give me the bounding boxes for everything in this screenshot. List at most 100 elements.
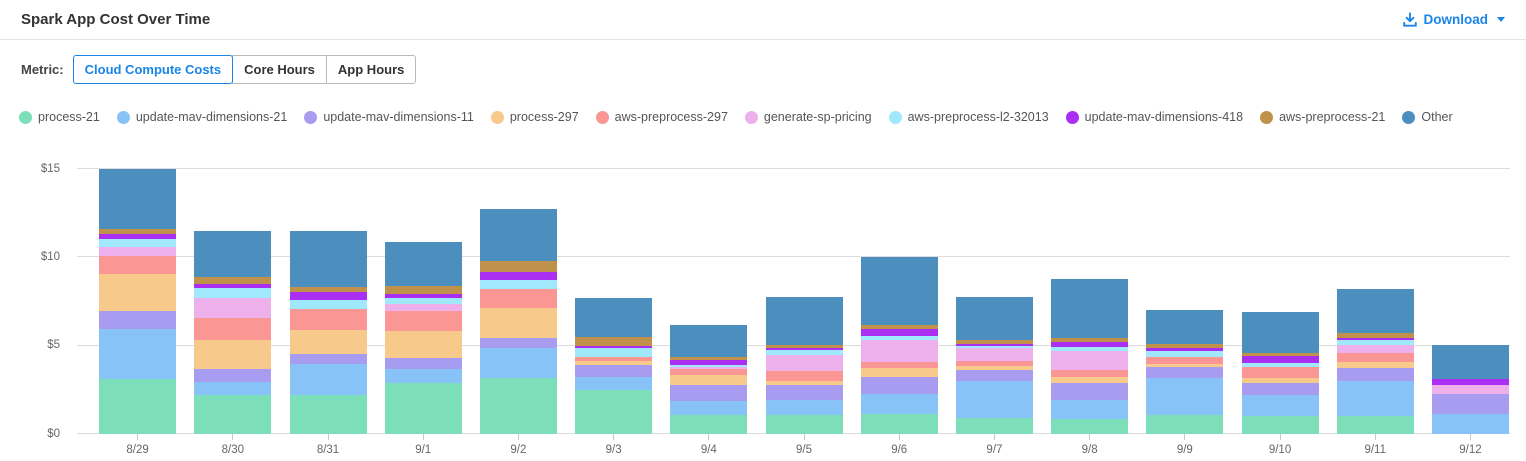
bar-segment[interactable] xyxy=(289,364,367,396)
bar-segment[interactable] xyxy=(289,308,367,330)
bar-segment[interactable] xyxy=(670,365,748,367)
bar-segment[interactable] xyxy=(479,260,557,272)
bar-segment[interactable] xyxy=(575,389,653,434)
bar-segment[interactable] xyxy=(1241,352,1319,357)
bar-segment[interactable] xyxy=(1336,352,1414,363)
legend-item[interactable]: Other xyxy=(1402,110,1453,124)
bar-segment[interactable] xyxy=(1051,418,1129,434)
legend-item[interactable]: aws-preprocess-21 xyxy=(1260,110,1385,124)
bar-segment[interactable] xyxy=(99,274,177,312)
bar-segment[interactable] xyxy=(955,366,1033,371)
download-button[interactable]: Download xyxy=(1402,12,1505,28)
bar-segment[interactable] xyxy=(384,330,462,359)
bar-segment[interactable] xyxy=(479,271,557,281)
bar-segment[interactable] xyxy=(479,348,557,379)
bar-segment[interactable] xyxy=(860,325,938,329)
bar-segment[interactable] xyxy=(955,418,1033,434)
metric-button-app-hours[interactable]: App Hours xyxy=(325,55,417,84)
bar-segment[interactable] xyxy=(1051,337,1129,343)
bar-segment[interactable] xyxy=(289,286,367,292)
bar-segment[interactable] xyxy=(479,378,557,434)
bar-segment[interactable] xyxy=(99,379,177,434)
bar-segment[interactable] xyxy=(670,325,748,358)
bar-segment[interactable] xyxy=(1146,364,1224,367)
bar-segment[interactable] xyxy=(1051,342,1129,348)
bar-segment[interactable] xyxy=(860,377,938,395)
bar-segment[interactable] xyxy=(99,234,177,239)
bar-segment[interactable] xyxy=(289,299,367,309)
bar-segment[interactable] xyxy=(670,368,748,375)
bar-segment[interactable] xyxy=(1336,337,1414,341)
bar-segment[interactable] xyxy=(479,208,557,261)
bar-segment[interactable] xyxy=(1241,416,1319,434)
bar-segment[interactable] xyxy=(1051,377,1129,383)
metric-button-core-hours[interactable]: Core Hours xyxy=(232,55,327,84)
bar-segment[interactable] xyxy=(1336,367,1414,382)
bar-segment[interactable] xyxy=(860,257,938,326)
bar-segment[interactable] xyxy=(479,307,557,338)
legend-item[interactable]: aws-preprocess-l2-32013 xyxy=(888,110,1049,124)
bar-segment[interactable] xyxy=(575,357,653,361)
bar-segment[interactable] xyxy=(99,229,177,235)
bar-segment[interactable] xyxy=(384,358,462,369)
bar-segment[interactable] xyxy=(479,289,557,308)
bar-segment[interactable] xyxy=(765,344,843,349)
metric-button-cloud-compute-costs[interactable]: Cloud Compute Costs xyxy=(72,55,234,84)
bar-segment[interactable] xyxy=(1431,385,1509,395)
bar-segment[interactable] xyxy=(575,298,653,337)
legend-item[interactable]: aws-preprocess-297 xyxy=(595,110,728,124)
bar-segment[interactable] xyxy=(955,348,1033,361)
bar-segment[interactable] xyxy=(1241,356,1319,363)
bar-segment[interactable] xyxy=(194,288,272,298)
bar-segment[interactable] xyxy=(99,238,177,247)
bar-segment[interactable] xyxy=(1146,351,1224,358)
bar-segment[interactable] xyxy=(1146,310,1224,344)
bar-segment[interactable] xyxy=(384,285,462,294)
bar-segment[interactable] xyxy=(670,359,748,366)
legend-item[interactable]: update-mav-dimensions-11 xyxy=(304,110,474,124)
legend-item[interactable]: process-297 xyxy=(490,110,579,124)
bar-segment[interactable] xyxy=(194,283,272,289)
bar-segment[interactable] xyxy=(670,366,748,369)
bar-segment[interactable] xyxy=(1431,379,1509,386)
bar-segment[interactable] xyxy=(384,382,462,434)
bar-segment[interactable] xyxy=(289,353,367,365)
bar-segment[interactable] xyxy=(1336,416,1414,434)
bar-segment[interactable] xyxy=(955,340,1033,344)
legend-item[interactable]: update-mav-dimensions-21 xyxy=(116,110,287,124)
bar-segment[interactable] xyxy=(289,329,367,354)
bar-segment[interactable] xyxy=(1431,413,1509,434)
bar-segment[interactable] xyxy=(765,297,843,345)
bar-segment[interactable] xyxy=(1051,382,1129,400)
bar-segment[interactable] xyxy=(99,246,177,256)
bar-segment[interactable] xyxy=(1051,347,1129,351)
bar-segment[interactable] xyxy=(765,371,843,382)
bar-segment[interactable] xyxy=(289,291,367,300)
bar-segment[interactable] xyxy=(289,395,367,434)
bar-segment[interactable] xyxy=(1431,344,1509,380)
bar-segment[interactable] xyxy=(955,381,1033,419)
bar-segment[interactable] xyxy=(384,304,462,312)
bar-segment[interactable] xyxy=(1146,378,1224,415)
bar-segment[interactable] xyxy=(479,337,557,349)
bar-segment[interactable] xyxy=(955,297,1033,341)
bar-segment[interactable] xyxy=(575,376,653,390)
bar-segment[interactable] xyxy=(765,348,843,351)
bar-segment[interactable] xyxy=(765,385,843,400)
bar-segment[interactable] xyxy=(955,343,1033,346)
bar-segment[interactable] xyxy=(1051,351,1129,370)
bar-segment[interactable] xyxy=(670,385,748,402)
bar-segment[interactable] xyxy=(670,374,748,386)
bar-segment[interactable] xyxy=(575,365,653,377)
bar-segment[interactable] xyxy=(765,414,843,434)
bar-segment[interactable] xyxy=(860,367,938,378)
bar-segment[interactable] xyxy=(765,381,843,386)
bar-segment[interactable] xyxy=(670,401,748,416)
bar-segment[interactable] xyxy=(765,399,843,415)
bar-segment[interactable] xyxy=(194,368,272,382)
bar-segment[interactable] xyxy=(955,370,1033,382)
bar-segment[interactable] xyxy=(765,355,843,372)
bar-segment[interactable] xyxy=(1336,340,1414,345)
bar-segment[interactable] xyxy=(1241,366,1319,378)
bar-segment[interactable] xyxy=(384,298,462,305)
